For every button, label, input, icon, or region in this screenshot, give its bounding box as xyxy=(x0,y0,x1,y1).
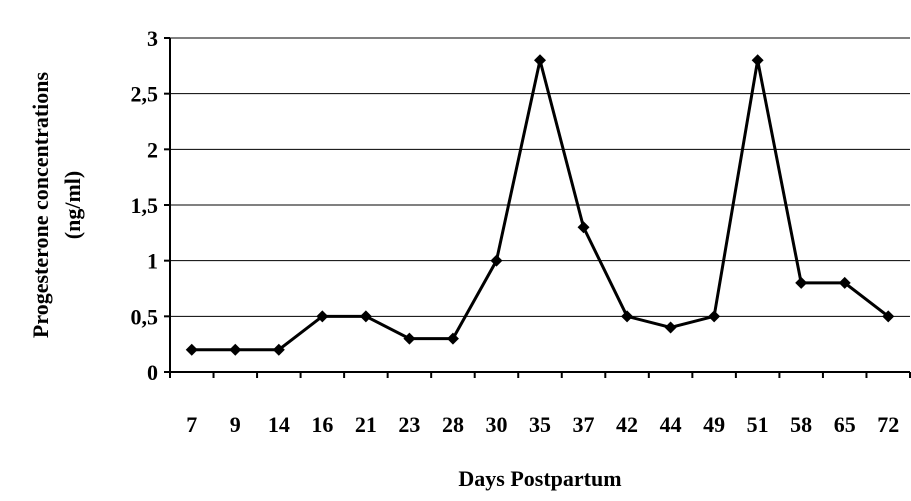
x-tick-label: 28 xyxy=(442,412,464,437)
data-point-marker xyxy=(534,54,546,67)
x-tick-label: 51 xyxy=(747,412,769,437)
data-point-marker xyxy=(795,276,808,289)
data-point-marker xyxy=(708,310,721,323)
y-tick-label: 1,5 xyxy=(131,193,159,218)
data-point-marker xyxy=(446,332,459,345)
x-tick-label: 72 xyxy=(877,412,899,437)
x-tick-label: 30 xyxy=(485,412,507,437)
data-point-marker xyxy=(229,343,242,356)
data-point-marker xyxy=(272,343,285,356)
x-tick-label: 23 xyxy=(398,412,420,437)
x-tick-label: 37 xyxy=(573,412,595,437)
data-point-marker xyxy=(490,254,503,267)
series-group xyxy=(185,54,895,356)
x-tick-label: 7 xyxy=(186,412,197,437)
gridlines xyxy=(170,37,910,317)
y-axis-title-line-2: (ng/ml) xyxy=(60,171,85,239)
x-axis-title: Days Postpartum xyxy=(458,466,621,491)
data-point-marker xyxy=(621,310,634,323)
y-tick-label: 2,5 xyxy=(131,82,159,107)
x-tick-label: 58 xyxy=(790,412,812,437)
y-tick-label: 2 xyxy=(147,137,158,162)
data-point-marker xyxy=(359,310,372,323)
data-point-marker xyxy=(316,310,329,323)
x-tick-label: 35 xyxy=(529,412,551,437)
x-tick-label: 9 xyxy=(230,412,241,437)
data-point-marker xyxy=(403,332,416,345)
data-point-marker xyxy=(185,343,198,356)
y-tick-label: 3 xyxy=(147,26,158,51)
x-tick-label: 49 xyxy=(703,412,725,437)
y-tick-label: 1 xyxy=(147,249,158,274)
data-point-marker xyxy=(838,276,851,289)
y-tick-label: 0 xyxy=(147,360,158,385)
x-tick-label: 16 xyxy=(311,412,333,437)
axes xyxy=(164,37,911,378)
data-point-marker xyxy=(882,310,895,323)
y-axis-title-line-1: Progesterone concentrations xyxy=(28,71,53,338)
data-point-marker xyxy=(577,221,590,234)
x-tick-label: 65 xyxy=(834,412,856,437)
x-tick-label: 44 xyxy=(660,412,682,437)
x-tick-labels: 7 9 14 16 21 23 28 30 35 37 42 44 49 51 58 65 72 xyxy=(186,412,899,437)
x-tick-label: 14 xyxy=(268,412,290,437)
data-point-marker xyxy=(751,54,764,67)
data-point-marker xyxy=(664,321,677,334)
x-tick-label: 42 xyxy=(616,412,638,437)
y-tick-label: 0,5 xyxy=(131,304,159,329)
x-tick-label: 21 xyxy=(355,412,377,437)
y-tick-labels: 0 0,5 1 1,5 2 2,5 3 xyxy=(131,26,159,385)
